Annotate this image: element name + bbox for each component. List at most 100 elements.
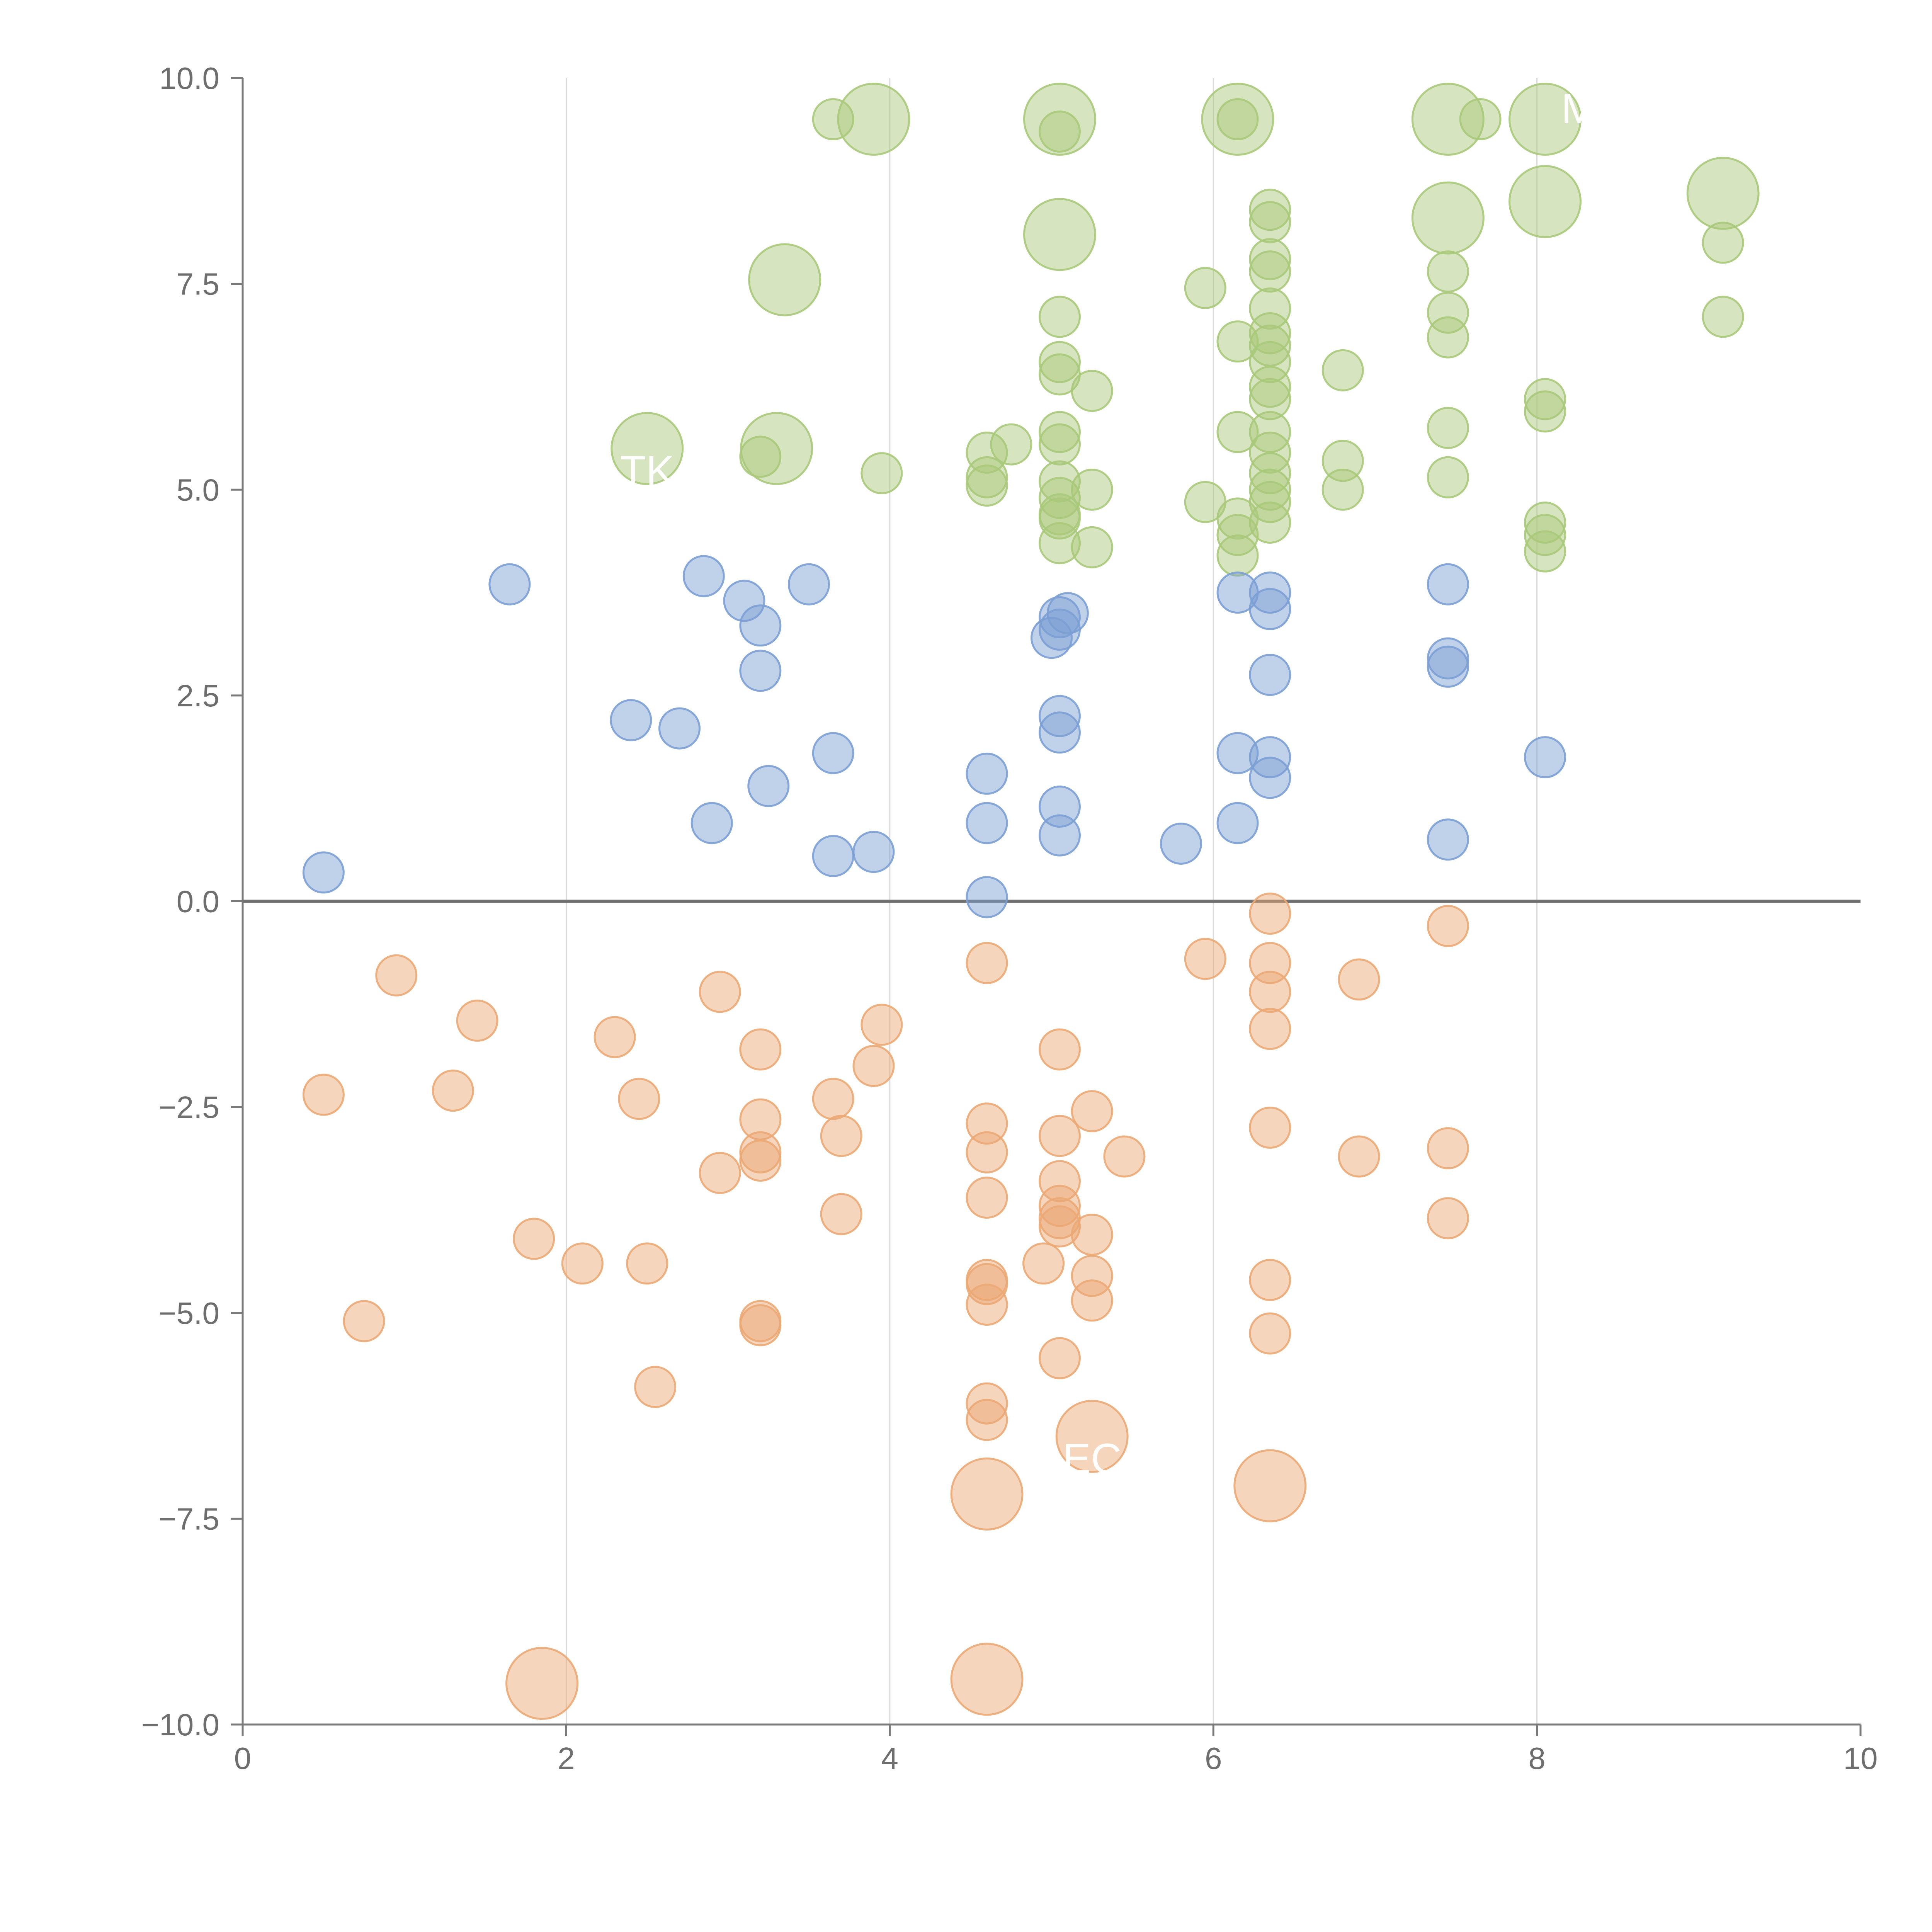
data-point-mid bbox=[1524, 736, 1566, 779]
data-point-high bbox=[861, 452, 903, 495]
data-point-mid bbox=[1249, 571, 1291, 614]
data-point-low bbox=[1427, 1127, 1469, 1170]
y-tick-label: 0.0 bbox=[177, 884, 219, 919]
data-point-high bbox=[1249, 341, 1291, 383]
data-point-low bbox=[618, 1078, 660, 1120]
data-point-low bbox=[343, 1300, 385, 1342]
data-point-low bbox=[505, 1646, 579, 1720]
data-point-mid bbox=[1427, 563, 1469, 605]
x-tick-label: 0 bbox=[234, 1741, 252, 1776]
data-point-high bbox=[1411, 83, 1485, 156]
data-point-low bbox=[966, 1102, 1008, 1145]
point-labels: TK EC M bbox=[620, 85, 1597, 1483]
data-point-low bbox=[739, 1028, 782, 1071]
data-point-low bbox=[1249, 1259, 1291, 1301]
data-point-low bbox=[456, 999, 498, 1042]
data-point-mid bbox=[1216, 802, 1259, 844]
data-point-mid bbox=[1249, 588, 1291, 630]
data-point-low bbox=[634, 1366, 677, 1408]
data-point-mid bbox=[1038, 814, 1081, 857]
data-point-high bbox=[1427, 250, 1469, 293]
data-point-low bbox=[1071, 1090, 1113, 1133]
data-point-mid bbox=[966, 752, 1008, 795]
data-point-high bbox=[1249, 287, 1291, 330]
data-point-high bbox=[1038, 423, 1081, 466]
point-label: TK bbox=[620, 447, 674, 495]
data-point-mid bbox=[690, 802, 733, 844]
data-point-high bbox=[740, 412, 813, 485]
data-point-low bbox=[1071, 1279, 1113, 1322]
data-point-high bbox=[1038, 460, 1081, 503]
data-point-high bbox=[1321, 349, 1364, 391]
data-point-low bbox=[302, 1073, 345, 1116]
data-point-high bbox=[1249, 201, 1291, 243]
data-point-high bbox=[1459, 98, 1502, 141]
data-point-mid bbox=[852, 831, 895, 873]
data-point-high bbox=[1702, 296, 1744, 338]
data-point-low bbox=[513, 1218, 555, 1260]
data-point-low bbox=[1038, 1160, 1081, 1202]
data-point-high bbox=[1249, 501, 1291, 544]
data-point-high bbox=[1411, 181, 1485, 255]
data-point-low bbox=[1022, 1242, 1065, 1285]
data-point-low bbox=[1338, 958, 1380, 1001]
data-point-mid bbox=[739, 650, 782, 692]
data-point-high bbox=[1249, 468, 1291, 511]
data-point-high bbox=[1249, 324, 1291, 367]
axes: 0 2 4 6 8 10 −10.0 −7.5 −5.0 −2.5 0.0 2.5 5.0 7.5 10.0 bbox=[141, 61, 1878, 1776]
data-point-low bbox=[739, 1098, 782, 1141]
data-point-low bbox=[432, 1070, 474, 1112]
data-point-mid bbox=[1038, 785, 1081, 828]
data-point-high bbox=[1216, 320, 1259, 363]
point-label: M bbox=[1561, 85, 1597, 133]
data-point-mid bbox=[747, 765, 790, 807]
x-tick-label: 8 bbox=[1528, 1741, 1546, 1776]
data-point-high bbox=[1038, 341, 1081, 383]
data-point-high bbox=[1216, 534, 1259, 577]
data-point-mid bbox=[1249, 757, 1291, 799]
data-point-high bbox=[1509, 83, 1582, 156]
data-point-high bbox=[1524, 378, 1566, 420]
data-point-high bbox=[1249, 189, 1291, 231]
x-tick-label: 4 bbox=[881, 1741, 899, 1776]
data-point-low bbox=[1338, 1135, 1380, 1178]
data-point-low bbox=[739, 1139, 782, 1182]
data-point-mid bbox=[1216, 732, 1259, 774]
data-point-high bbox=[812, 98, 854, 141]
data-point-high bbox=[739, 435, 782, 478]
y-tick-label: 2.5 bbox=[177, 679, 219, 713]
data-point-mid bbox=[812, 835, 854, 877]
data-point-low bbox=[812, 1078, 854, 1120]
data-point-low bbox=[1233, 1449, 1307, 1522]
data-point-low bbox=[561, 1242, 604, 1285]
data-point-mid bbox=[610, 699, 652, 742]
data-point-high bbox=[1321, 468, 1364, 511]
data-point-mid bbox=[1427, 818, 1469, 861]
point-label: EC bbox=[1063, 1435, 1122, 1483]
data-point-low bbox=[1071, 1213, 1113, 1256]
data-point-high bbox=[1201, 83, 1274, 156]
data-point-high bbox=[1216, 98, 1259, 141]
data-point-low bbox=[861, 1003, 903, 1046]
data-point-mid bbox=[739, 604, 782, 647]
data-point-low bbox=[1249, 942, 1291, 984]
y-tick-label: 10.0 bbox=[159, 61, 219, 95]
data-point-high bbox=[1071, 526, 1113, 568]
data-point-mid bbox=[1038, 711, 1081, 754]
y-tick-label: −7.5 bbox=[158, 1502, 219, 1536]
y-tick-label: 5.0 bbox=[177, 473, 219, 507]
data-point-low bbox=[1249, 1008, 1291, 1050]
data-point-low bbox=[626, 1242, 668, 1285]
data-point-low bbox=[1427, 905, 1469, 947]
data-point-high bbox=[990, 423, 1032, 466]
data-point-low bbox=[1038, 1337, 1081, 1379]
data-point-low bbox=[1249, 971, 1291, 1013]
data-point-high bbox=[1427, 316, 1469, 359]
data-point-high bbox=[1427, 406, 1469, 449]
data-point-high bbox=[1702, 221, 1744, 264]
data-point-high bbox=[1184, 481, 1226, 523]
data-point-mid bbox=[1427, 645, 1469, 688]
data-point-mid bbox=[787, 563, 830, 605]
data-point-high bbox=[1524, 514, 1566, 556]
data-point-mid bbox=[1038, 608, 1081, 651]
